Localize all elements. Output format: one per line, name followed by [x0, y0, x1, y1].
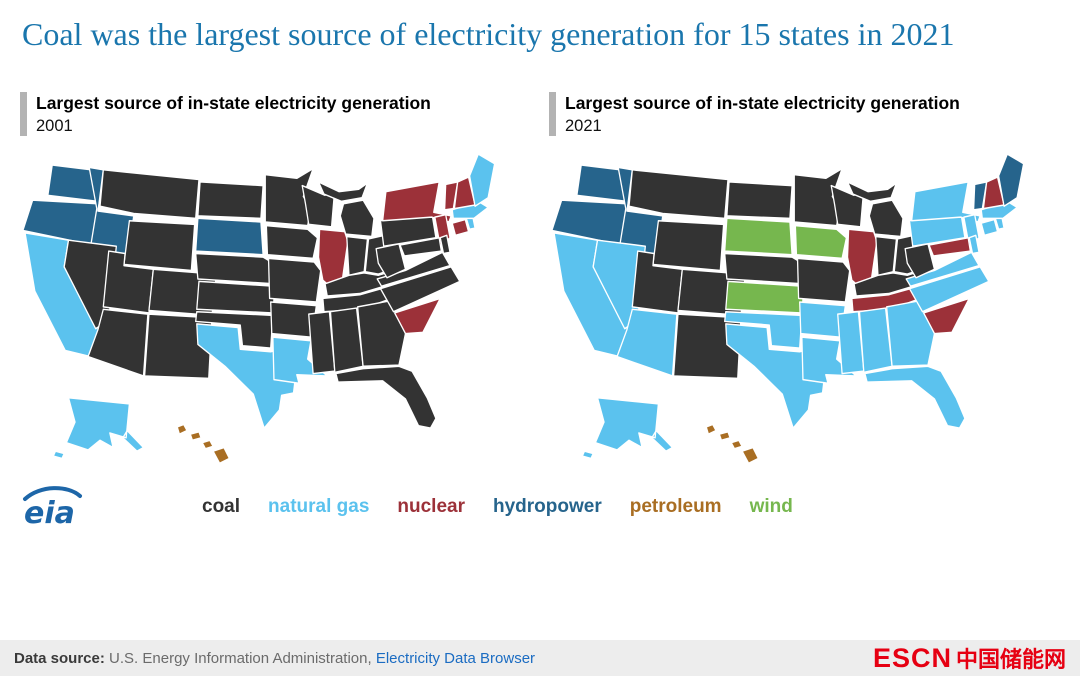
eia-logo: eia: [20, 483, 84, 531]
state-ak: [581, 396, 674, 459]
state-az: [87, 308, 149, 377]
state-wy: [123, 219, 196, 271]
state-ct: [451, 218, 470, 236]
state-ny: [381, 180, 452, 223]
state-mi: [317, 180, 375, 238]
state-sd: [724, 217, 793, 256]
bottom-row: eia coal natural gas nuclear hydropower …: [0, 483, 1080, 531]
state-nd: [197, 180, 264, 219]
state-ct: [980, 218, 999, 236]
page-title: Coal was the largest source of electrici…: [22, 16, 955, 52]
state-nm: [143, 313, 213, 379]
state-nc: [379, 265, 461, 313]
map-panels: Largest source of in-state electricity g…: [0, 92, 1080, 473]
state-ne: [724, 252, 807, 285]
data-source-label: Data source:: [14, 649, 110, 667]
legend: coal natural gas nuclear hydropower petr…: [202, 496, 793, 518]
panel-year: 2021: [565, 116, 602, 135]
footer-bar: Data source: U.S. Energy Information Adm…: [0, 640, 1080, 676]
state-wy: [652, 219, 725, 271]
state-nc: [908, 265, 990, 313]
escn-logo: ESCN 中国储能网: [873, 642, 1066, 674]
state-de: [439, 234, 451, 254]
state-ks: [196, 280, 276, 314]
state-ak: [52, 396, 145, 459]
state-sc: [393, 297, 441, 335]
state-mo: [796, 257, 851, 303]
state-tx: [196, 322, 304, 429]
map-panel-2001: Largest source of in-state electricity g…: [12, 92, 527, 473]
state-ga: [886, 299, 936, 367]
state-ny: [911, 180, 981, 223]
state-mt: [99, 168, 200, 219]
panel-header-2001: Largest source of in-state electricity g…: [20, 92, 527, 136]
state-de: [968, 234, 980, 254]
state-me: [468, 153, 496, 207]
state-fl: [335, 365, 437, 429]
header-accent-bar: [20, 92, 27, 136]
state-az: [616, 308, 678, 377]
panel-heading: Largest source of in-state electricity g…: [565, 93, 960, 113]
state-nm: [672, 313, 742, 379]
legend-item-coal: coal: [202, 495, 241, 517]
us-choropleth-map-2001: [22, 153, 496, 464]
state-sd: [195, 217, 264, 256]
state-ks: [725, 280, 805, 314]
state-fl: [864, 365, 966, 429]
panel-header-2021: Largest source of in-state electricity g…: [549, 92, 1056, 136]
escn-logo-latin: ESCN: [872, 643, 952, 673]
eia-logo-arc: [23, 485, 82, 501]
state-hi: [176, 423, 231, 464]
state-sc: [922, 297, 970, 335]
data-source: Data source: U.S. Energy Information Adm…: [14, 650, 535, 667]
state-ga: [356, 299, 407, 367]
state-md: [928, 236, 971, 257]
data-source-link[interactable]: Electricity Data Browser: [375, 649, 536, 667]
header-accent-bar: [549, 92, 556, 136]
state-hi: [705, 423, 760, 464]
state-vt: [972, 180, 988, 211]
state-mo: [267, 257, 322, 303]
state-me: [997, 153, 1025, 207]
legend-item-natural-gas: natural gas: [268, 495, 370, 517]
state-mi: [846, 180, 904, 238]
state-nd: [726, 180, 793, 219]
us-choropleth-map-2021: [551, 153, 1025, 464]
eia-logo-text: eia: [24, 496, 75, 531]
map-panel-2021: Largest source of in-state electricity g…: [541, 92, 1056, 473]
state-ne: [195, 252, 278, 285]
state-md: [399, 236, 442, 257]
legend-item-wind: wind: [749, 495, 793, 517]
legend-item-hydropower: hydropower: [493, 495, 602, 517]
state-in: [346, 235, 369, 276]
data-source-text: U.S. Energy Information Administration,: [109, 649, 376, 667]
state-ia: [265, 224, 319, 259]
state-mt: [628, 168, 729, 219]
state-in: [875, 235, 898, 276]
state-ia: [794, 224, 848, 259]
panel-year: 2001: [36, 116, 73, 135]
legend-item-petroleum: petroleum: [629, 495, 722, 517]
escn-logo-cn: 中国储能网: [955, 647, 1066, 672]
panel-heading: Largest source of in-state electricity g…: [36, 93, 431, 113]
legend-item-nuclear: nuclear: [397, 495, 465, 517]
state-tx: [725, 322, 833, 429]
state-vt: [443, 180, 459, 211]
